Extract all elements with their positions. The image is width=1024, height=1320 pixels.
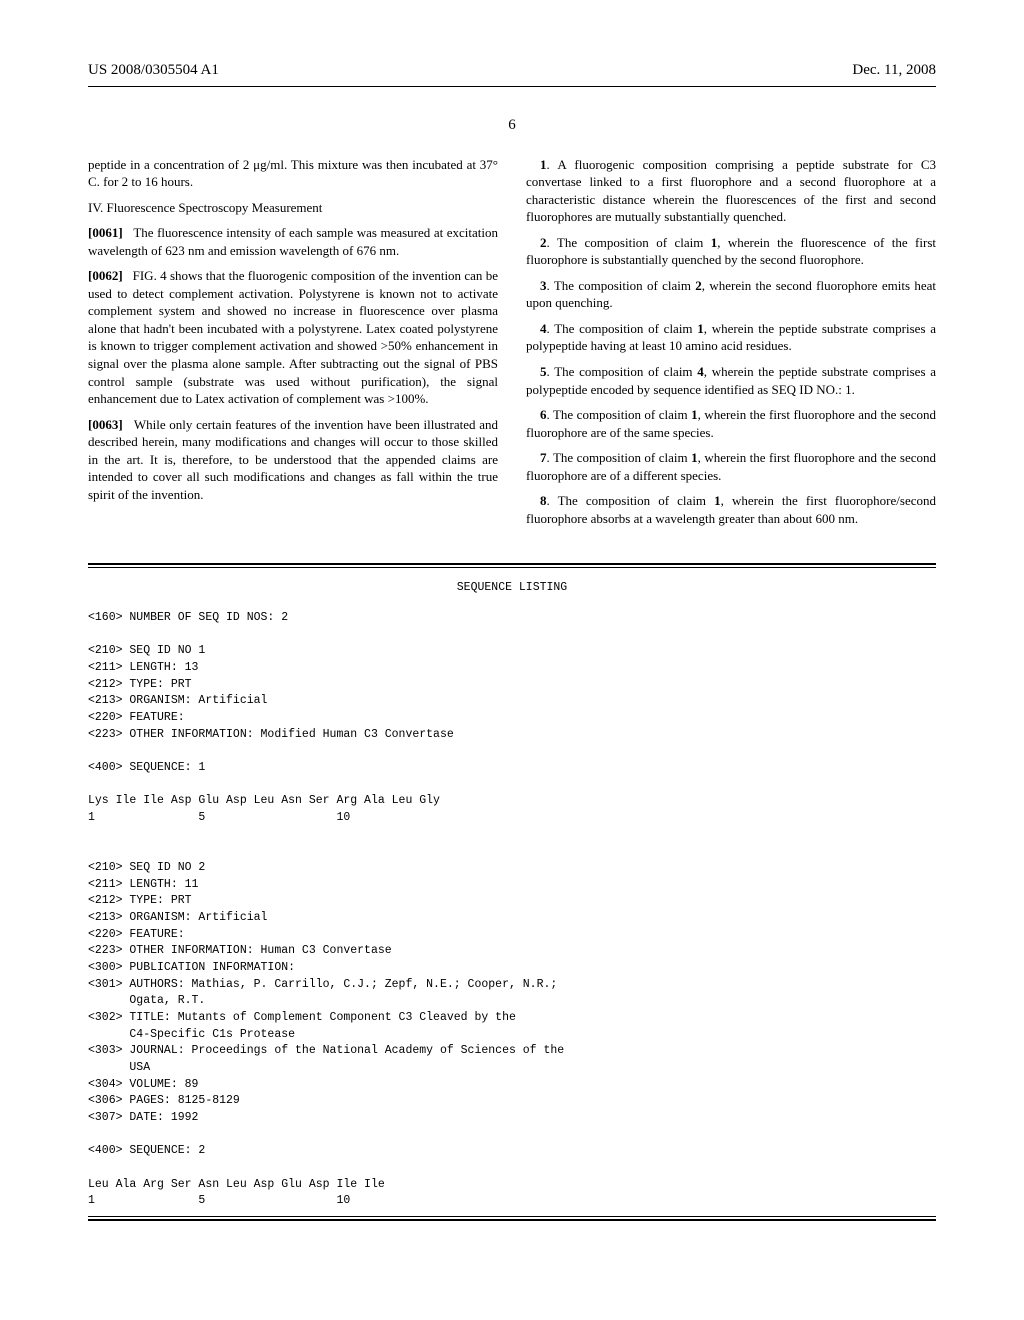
para-lead: peptide in a concentration of 2 μg/ml. T… xyxy=(88,156,498,191)
publication-date: Dec. 11, 2008 xyxy=(852,60,936,80)
claim-2: 2. The composition of claim 1, wherein t… xyxy=(526,234,936,269)
claim-text-a: . The composition of claim xyxy=(547,321,698,336)
left-column: peptide in a concentration of 2 μg/ml. T… xyxy=(88,156,498,536)
claim-1: 1. A fluorogenic composition comprising … xyxy=(526,156,936,226)
para-num: [0063] xyxy=(88,417,123,432)
para-num: [0062] xyxy=(88,268,123,283)
claim-4: 4. The composition of claim 1, wherein t… xyxy=(526,320,936,355)
claim-text-a: . The composition of claim xyxy=(547,235,711,250)
claim-text-a: . The composition of claim xyxy=(547,364,698,379)
page-header: US 2008/0305504 A1 Dec. 11, 2008 xyxy=(88,60,936,80)
para-0062: [0062] FIG. 4 shows that the fluorogenic… xyxy=(88,267,498,407)
claim-6: 6. The composition of claim 1, wherein t… xyxy=(526,406,936,441)
publication-number: US 2008/0305504 A1 xyxy=(88,60,219,80)
sequence-bottom-rule-thick xyxy=(88,1219,936,1221)
para-text: The fluorescence intensity of each sampl… xyxy=(88,225,498,258)
claim-text-a: . The composition of claim xyxy=(547,278,696,293)
claim-text-a: . The composition of claim xyxy=(547,450,692,465)
sequence-top-rule-thin xyxy=(88,567,936,568)
para-text: While only certain features of the inven… xyxy=(88,417,498,502)
para-0061: [0061] The fluorescence intensity of eac… xyxy=(88,224,498,259)
claim-text: . A fluorogenic composition comprising a… xyxy=(526,157,936,225)
claim-3: 3. The composition of claim 2, wherein t… xyxy=(526,277,936,312)
claim-8: 8. The composition of claim 1, wherein t… xyxy=(526,492,936,527)
sequence-top-rule-thick xyxy=(88,563,936,565)
sequence-bottom-rule-thin xyxy=(88,1216,936,1217)
body-columns: peptide in a concentration of 2 μg/ml. T… xyxy=(88,156,936,536)
section-heading: IV. Fluorescence Spectroscopy Measuremen… xyxy=(88,199,498,217)
para-num: [0061] xyxy=(88,225,123,240)
para-text: FIG. 4 shows that the fluorogenic compos… xyxy=(88,268,498,406)
right-column: 1. A fluorogenic composition comprising … xyxy=(526,156,936,536)
header-rule xyxy=(88,86,936,87)
claim-text-a: . The composition of claim xyxy=(547,493,715,508)
claim-text-a: . The composition of claim xyxy=(547,407,692,422)
claim-5: 5. The composition of claim 4, wherein t… xyxy=(526,363,936,398)
sequence-listing-body: <160> NUMBER OF SEQ ID NOS: 2 <210> SEQ … xyxy=(88,610,936,1210)
claim-7: 7. The composition of claim 1, wherein t… xyxy=(526,449,936,484)
para-0063: [0063] While only certain features of th… xyxy=(88,416,498,504)
sequence-listing-title: SEQUENCE LISTING xyxy=(88,580,936,596)
page-number: 6 xyxy=(88,115,936,135)
